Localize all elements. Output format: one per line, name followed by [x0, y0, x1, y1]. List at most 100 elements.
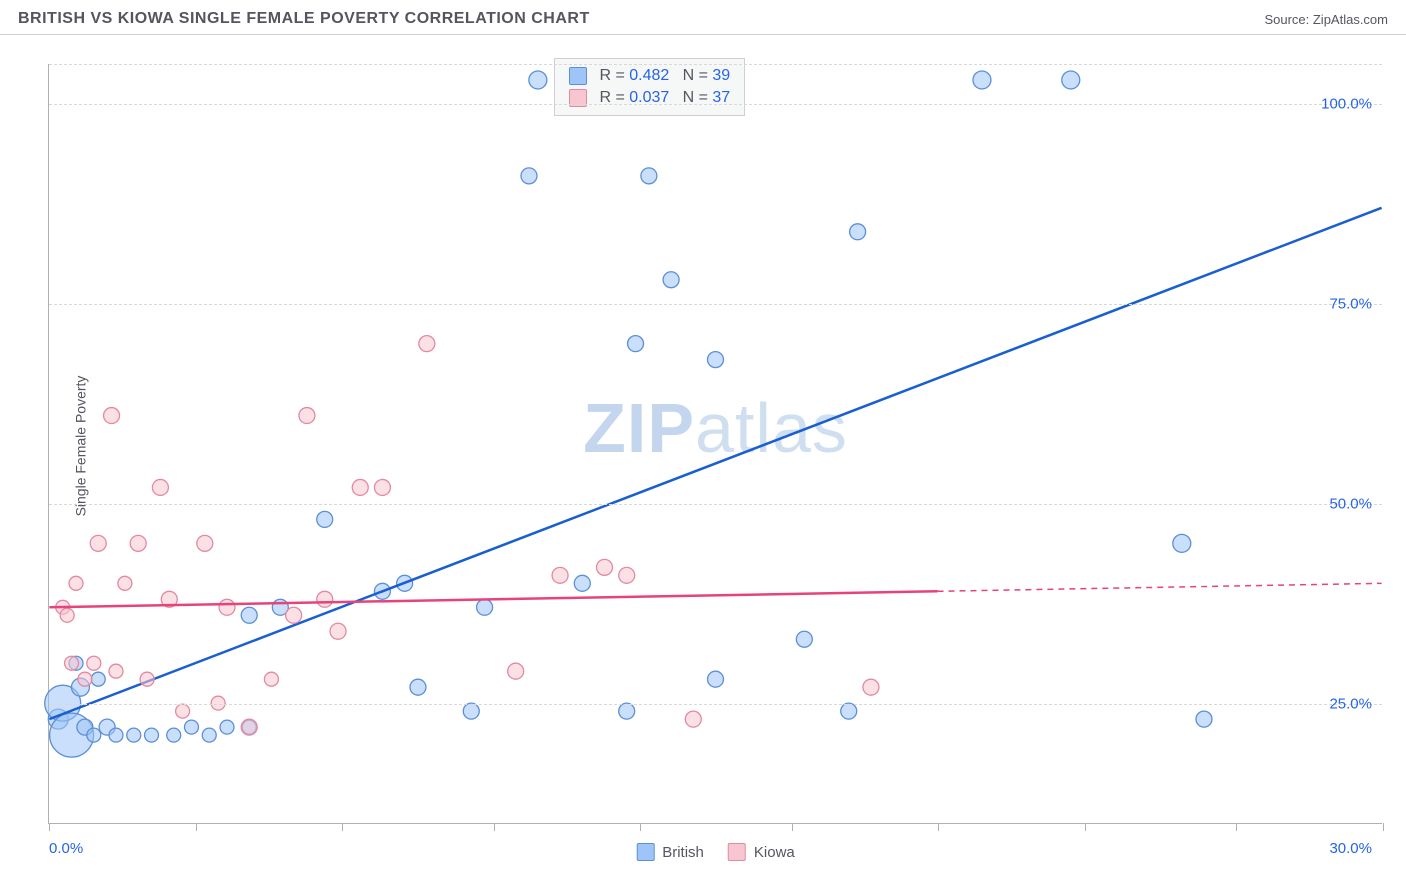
data-point [140, 672, 154, 686]
data-point [596, 559, 612, 575]
stats-legend: R = 0.482 N = 39 R = 0.037 N = 37 [554, 58, 745, 116]
x-tick [1383, 823, 1384, 831]
data-point [552, 567, 568, 583]
data-point [708, 671, 724, 687]
gridline [49, 704, 1382, 705]
x-tick [640, 823, 641, 831]
legend-swatch [569, 67, 587, 85]
data-point [104, 408, 120, 424]
data-point [619, 567, 635, 583]
data-point [850, 224, 866, 240]
data-point [841, 703, 857, 719]
data-point [202, 728, 216, 742]
x-tick [1236, 823, 1237, 831]
x-tick [494, 823, 495, 831]
data-point [145, 728, 159, 742]
gridline [49, 64, 1382, 65]
data-point [299, 408, 315, 424]
data-point [87, 728, 101, 742]
data-point [219, 599, 235, 615]
data-point [241, 719, 257, 735]
data-point [118, 576, 132, 590]
data-point [184, 720, 198, 734]
data-point [176, 704, 190, 718]
data-point [78, 672, 92, 686]
y-tick-label: 100.0% [1321, 96, 1372, 113]
legend-item-kiowa: Kiowa [728, 843, 795, 861]
data-point [90, 535, 106, 551]
x-tick [792, 823, 793, 831]
data-point [69, 576, 83, 590]
chart-plot-area: ZIPatlas R = 0.482 N = 39 R = 0.037 N = … [48, 64, 1382, 824]
stats-legend-row: R = 0.037 N = 37 [569, 87, 730, 109]
data-point [109, 664, 123, 678]
data-point [863, 679, 879, 695]
data-point [973, 71, 991, 89]
legend-label-british: British [662, 844, 704, 861]
data-point [708, 352, 724, 368]
data-point [60, 608, 74, 622]
data-point [91, 672, 105, 686]
x-tick [938, 823, 939, 831]
x-tick [49, 823, 50, 831]
gridline [49, 504, 1382, 505]
gridline [49, 104, 1382, 105]
data-point [1196, 711, 1212, 727]
trend-line [49, 591, 937, 607]
data-point [317, 511, 333, 527]
stats-legend-text: R = 0.482 N = 39 [595, 67, 730, 85]
data-point [619, 703, 635, 719]
data-point [641, 168, 657, 184]
data-point [628, 336, 644, 352]
legend-label-kiowa: Kiowa [754, 844, 795, 861]
data-point [152, 479, 168, 495]
data-point [410, 679, 426, 695]
x-tick [196, 823, 197, 831]
source-attribution: Source: ZipAtlas.com [1264, 12, 1388, 27]
source-prefix: Source: [1264, 12, 1312, 27]
data-point [264, 672, 278, 686]
data-point [529, 71, 547, 89]
data-point [508, 663, 524, 679]
scatter-plot-svg [49, 64, 1382, 823]
data-point [167, 728, 181, 742]
chart-title: BRITISH VS KIOWA SINGLE FEMALE POVERTY C… [18, 10, 590, 28]
gridline [49, 304, 1382, 305]
data-point [463, 703, 479, 719]
data-point [521, 168, 537, 184]
x-tick [1085, 823, 1086, 831]
header: BRITISH VS KIOWA SINGLE FEMALE POVERTY C… [0, 0, 1406, 35]
data-point [796, 631, 812, 647]
data-point [317, 591, 333, 607]
data-point [197, 535, 213, 551]
data-point [109, 728, 123, 742]
legend-swatch-kiowa [728, 843, 746, 861]
data-point [1173, 534, 1191, 552]
data-point [574, 575, 590, 591]
legend-swatch-british [636, 843, 654, 861]
data-point [220, 720, 234, 734]
y-tick-label: 50.0% [1329, 496, 1372, 513]
legend-item-british: British [636, 843, 704, 861]
y-tick-label: 75.0% [1329, 296, 1372, 313]
x-tick-label: 30.0% [1329, 840, 1372, 857]
bottom-legend: British Kiowa [636, 843, 795, 861]
trend-line [49, 208, 1381, 719]
x-tick [342, 823, 343, 831]
data-point [130, 535, 146, 551]
data-point [374, 479, 390, 495]
data-point [87, 656, 101, 670]
source-name: ZipAtlas.com [1313, 12, 1388, 27]
data-point [477, 599, 493, 615]
data-point [330, 623, 346, 639]
data-point [685, 711, 701, 727]
trend-line-extrapolated [938, 583, 1382, 591]
data-point [65, 656, 79, 670]
data-point [241, 607, 257, 623]
stats-legend-row: R = 0.482 N = 39 [569, 65, 730, 87]
data-point [663, 272, 679, 288]
data-point [1062, 71, 1080, 89]
y-tick-label: 25.0% [1329, 696, 1372, 713]
x-tick-label: 0.0% [49, 840, 83, 857]
data-point [127, 728, 141, 742]
